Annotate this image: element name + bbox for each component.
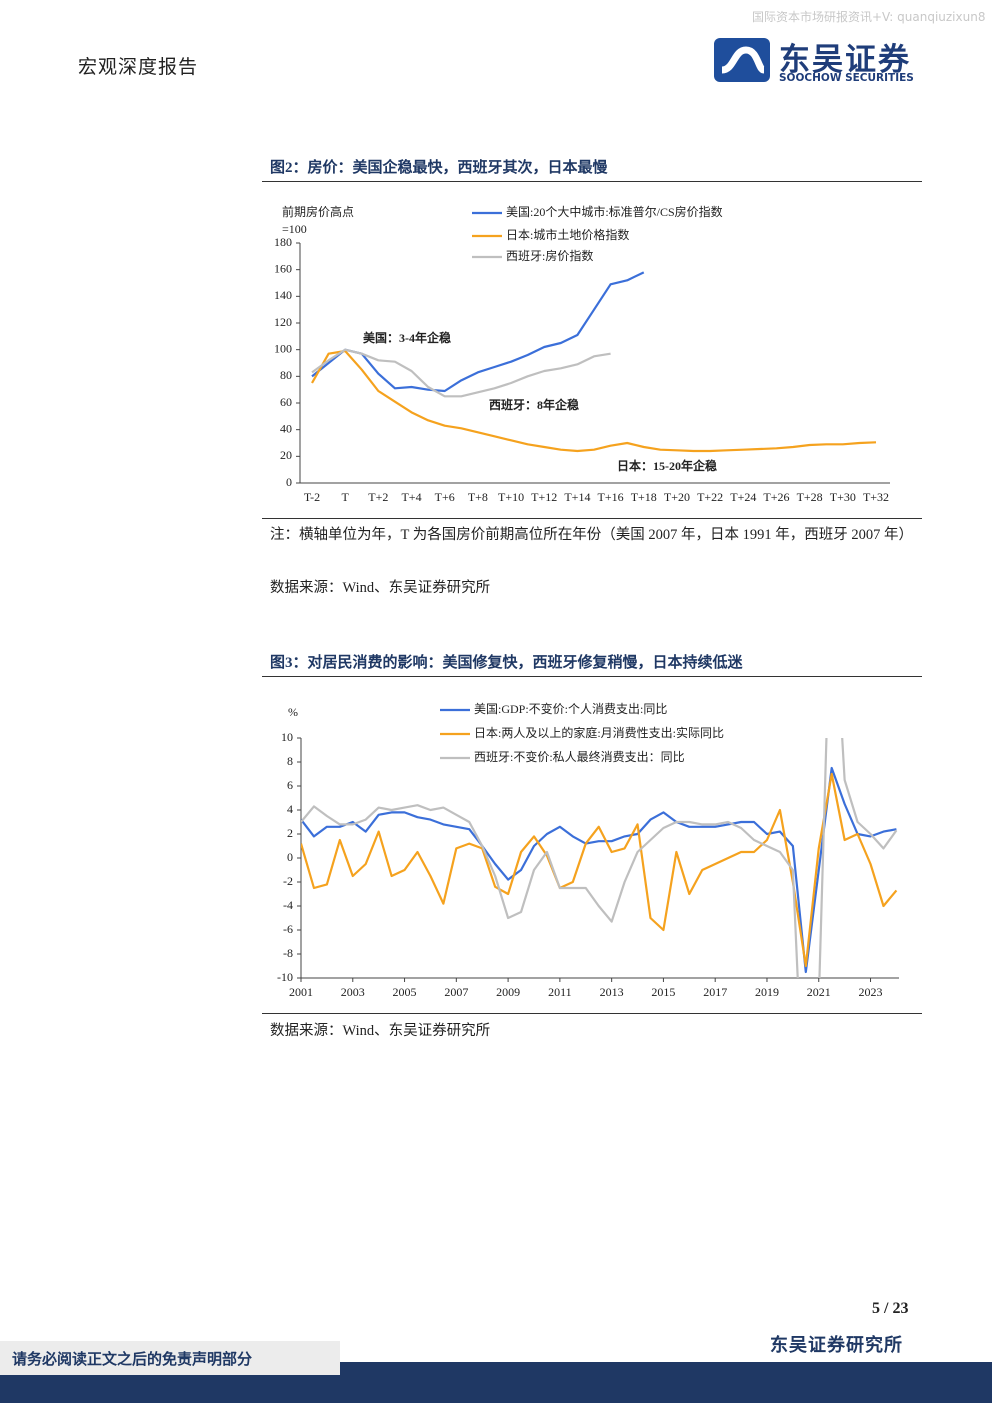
legend-label: 美国:GDP:不变价:个人消费支出:同比	[474, 701, 667, 716]
x-tick-label: T+26	[763, 490, 789, 504]
disclaimer-box	[0, 1341, 340, 1375]
y-tick-label: -8	[283, 946, 293, 960]
annotation: 美国：3-4年企稳	[363, 330, 451, 345]
x-tick-label: T+12	[531, 490, 557, 504]
series-line	[311, 348, 611, 398]
chart: 0 20 40 60 80 100 120 140 160 180 T-2 T T+2 T+4 T+6 T+8…	[274, 204, 890, 504]
rule	[262, 181, 922, 182]
x-tick-label: 2021	[807, 985, 831, 999]
y-axis-label: 前期房价高点	[282, 204, 354, 219]
x-tick-label: 2005	[393, 985, 417, 999]
source: 数据来源：Wind、东吴证券研究所	[270, 1023, 491, 1039]
annotation: 西班牙：8年企稳	[489, 397, 579, 412]
x-tick-label: 2023	[859, 985, 883, 999]
disclaimer: 请务必阅读正文之后的免责声明部分	[12, 1352, 253, 1368]
x-tick-label: T+20	[664, 490, 690, 504]
legend-label: 西班牙:房价指数	[506, 248, 593, 263]
logo-mark	[714, 38, 770, 82]
series-line	[301, 772, 898, 968]
section-label: 宏观深度报告	[78, 57, 199, 78]
source: 数据来源：Wind、东吴证券研究所	[270, 580, 491, 596]
y-tick-label: -6	[283, 922, 293, 936]
y-tick-label: 0	[287, 850, 293, 864]
series-line	[301, 766, 897, 974]
x-tick-label: 2015	[651, 985, 675, 999]
x-tick-label: T+24	[730, 490, 756, 504]
legend-label: 日本:城市土地价格指数	[506, 227, 629, 242]
x-tick-label: T+2	[368, 490, 388, 504]
annotation: 日本：15-20年企稳	[617, 458, 717, 473]
y-tick-label: -2	[283, 874, 293, 888]
x-tick-label: 2011	[548, 985, 572, 999]
figure-title: 图2：房价：美国企稳最快，西班牙其次，日本最慢	[270, 160, 608, 176]
x-tick-label: T+18	[631, 490, 657, 504]
x-tick-label: T+10	[498, 490, 524, 504]
rule	[262, 676, 922, 677]
y-tick-label: 10	[281, 730, 293, 744]
logo-en: SOOCHOW SECURITIES	[779, 72, 914, 84]
x-tick-label: T+6	[435, 490, 455, 504]
y-tick-label: 120	[274, 315, 292, 329]
y-tick-label: 20	[280, 448, 292, 462]
note: 注：横轴单位为年，T 为各国房价前期高位所在年份（美国 2007 年，日本 19…	[270, 527, 913, 543]
chart: -10 -8 -6 -4 -2 0 2 4 6 8 10 2001 2003 2005 2007 2009 20…	[277, 701, 899, 999]
y-tick-label: -4	[283, 898, 293, 912]
y-tick-label: 80	[280, 368, 292, 382]
x-tick-label: T+4	[401, 490, 421, 504]
x-tick-label: 2001	[289, 985, 313, 999]
rule	[262, 518, 922, 519]
x-tick-label: T	[342, 490, 350, 504]
rule	[262, 1013, 922, 1014]
x-tick-label: 2009	[496, 985, 520, 999]
y-tick-label: 160	[274, 261, 292, 275]
y-tick-label: -10	[277, 970, 293, 984]
x-tick-label: T+30	[830, 490, 856, 504]
x-tick-label: 2007	[444, 985, 468, 999]
y-tick-label: 140	[274, 288, 292, 302]
series-line	[311, 271, 645, 393]
x-tick-label: 2017	[703, 985, 727, 999]
watermark: 国际资本市场研报资讯+V: quanqiuzixun8	[752, 10, 986, 24]
x-tick-label: T-2	[304, 490, 320, 504]
x-tick-label: 2013	[600, 985, 624, 999]
x-tick-label: 2003	[341, 985, 365, 999]
y-tick-label: 100	[274, 341, 292, 355]
series-line	[311, 349, 877, 453]
y-tick-label: 180	[274, 235, 292, 249]
legend-label: 西班牙:不变价:私人最终消费支出：同比	[474, 749, 685, 764]
y-tick-label: 6	[287, 778, 293, 792]
x-tick-label: T+32	[863, 490, 889, 504]
series-line	[301, 738, 898, 978]
x-tick-label: T+14	[564, 490, 590, 504]
y-tick-label: 60	[280, 395, 292, 409]
logo-cn: 东吴证券	[779, 42, 911, 78]
y-tick-label: 2	[287, 826, 293, 840]
legend-label: 美国:20个大中城市:标准普尔/CS房价指数	[506, 204, 723, 219]
institute: 东吴证券研究所	[770, 1335, 903, 1355]
x-tick-label: 2019	[755, 985, 779, 999]
figure-title: 图3：对居民消费的影响：美国修复快，西班牙修复稍慢，日本持续低迷	[270, 655, 743, 671]
y-axis-label: %	[288, 705, 298, 719]
y-tick-label: 40	[280, 421, 292, 435]
page-number: 5 / 23	[872, 1300, 909, 1317]
y-tick-label: 4	[287, 802, 293, 816]
legend-label: 日本:两人及以上的家庭:月消费性支出:实际同比	[474, 725, 724, 740]
x-tick-label: T+22	[697, 490, 723, 504]
y-tick-label: 8	[287, 754, 293, 768]
x-tick-label: T+16	[598, 490, 624, 504]
x-tick-label: T+8	[468, 490, 488, 504]
y-axis-label: =100	[282, 222, 307, 236]
x-tick-label: T+28	[797, 490, 823, 504]
y-tick-label: 0	[286, 475, 292, 489]
